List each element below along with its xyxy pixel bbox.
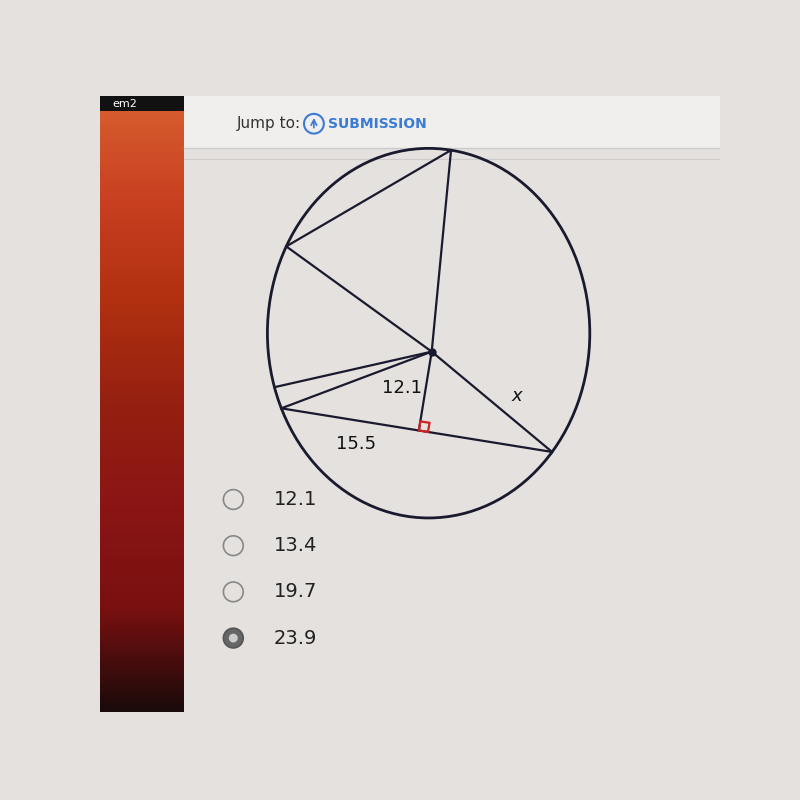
Text: Jump to:: Jump to: bbox=[237, 116, 301, 131]
Circle shape bbox=[223, 628, 243, 648]
Text: 12.1: 12.1 bbox=[382, 379, 422, 397]
Text: 15.5: 15.5 bbox=[336, 435, 376, 453]
Bar bbox=[184, 96, 720, 148]
Bar bbox=[100, 96, 184, 111]
Text: em2: em2 bbox=[112, 98, 138, 109]
Circle shape bbox=[229, 634, 238, 642]
Text: 13.4: 13.4 bbox=[274, 536, 317, 555]
Text: 12.1: 12.1 bbox=[274, 490, 317, 509]
Text: SUBMISSION: SUBMISSION bbox=[328, 117, 427, 130]
Text: 23.9: 23.9 bbox=[274, 629, 317, 647]
Text: 19.7: 19.7 bbox=[274, 582, 317, 602]
Text: x: x bbox=[511, 386, 522, 405]
